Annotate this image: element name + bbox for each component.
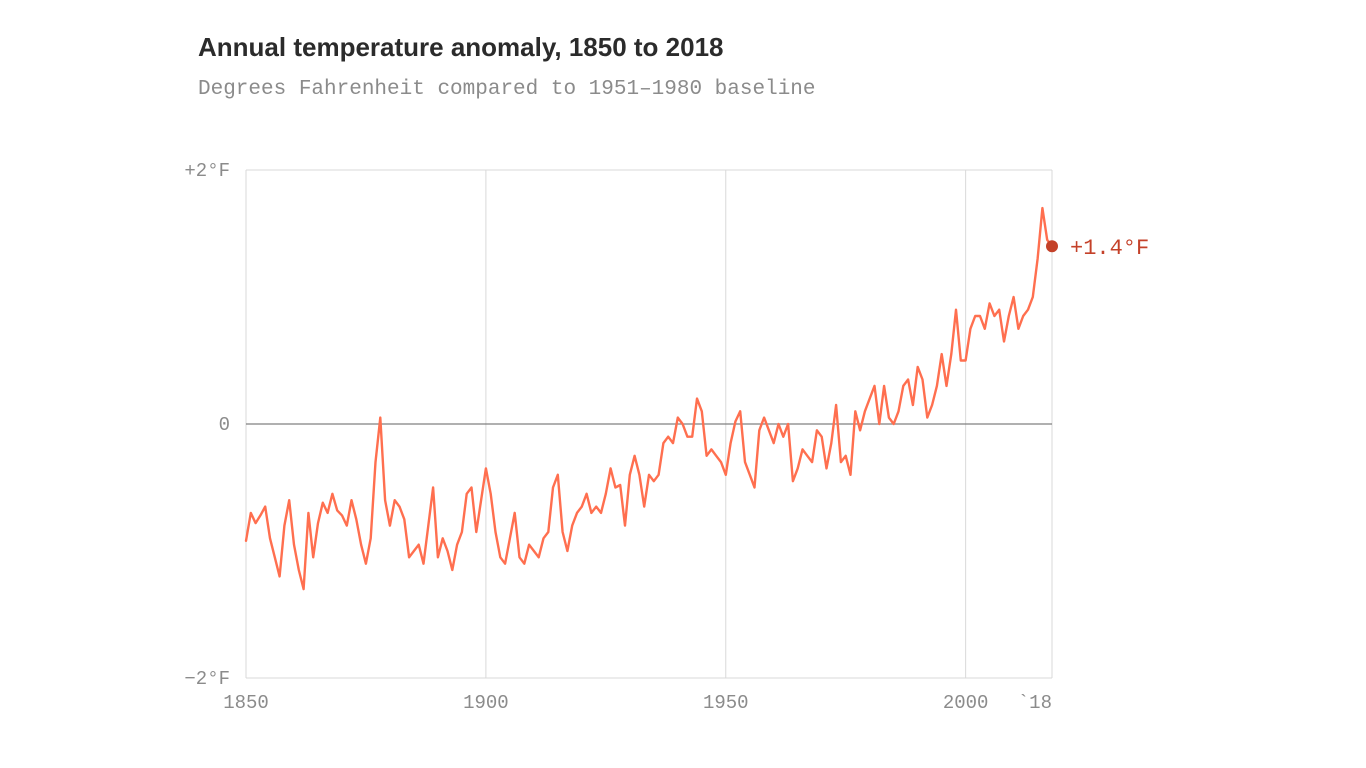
x-axis-label: 1900: [463, 692, 509, 714]
x-axis-label-last: `18: [1018, 692, 1052, 714]
y-axis-label: 0: [219, 414, 230, 436]
temperature-line: [246, 208, 1052, 589]
end-point-label: +1.4°F: [1070, 236, 1149, 261]
y-axis-label: +2°F: [184, 160, 230, 182]
x-axis-label: 1850: [223, 692, 269, 714]
y-axis-label: −2°F: [184, 668, 230, 690]
end-point-dot: [1046, 240, 1058, 252]
x-axis-label: 1950: [703, 692, 749, 714]
temperature-anomaly-chart: +2°F 0 −2°F1850 1900 1950 2000 `18 +1.4°F: [0, 0, 1366, 768]
x-axis-label: 2000: [943, 692, 989, 714]
